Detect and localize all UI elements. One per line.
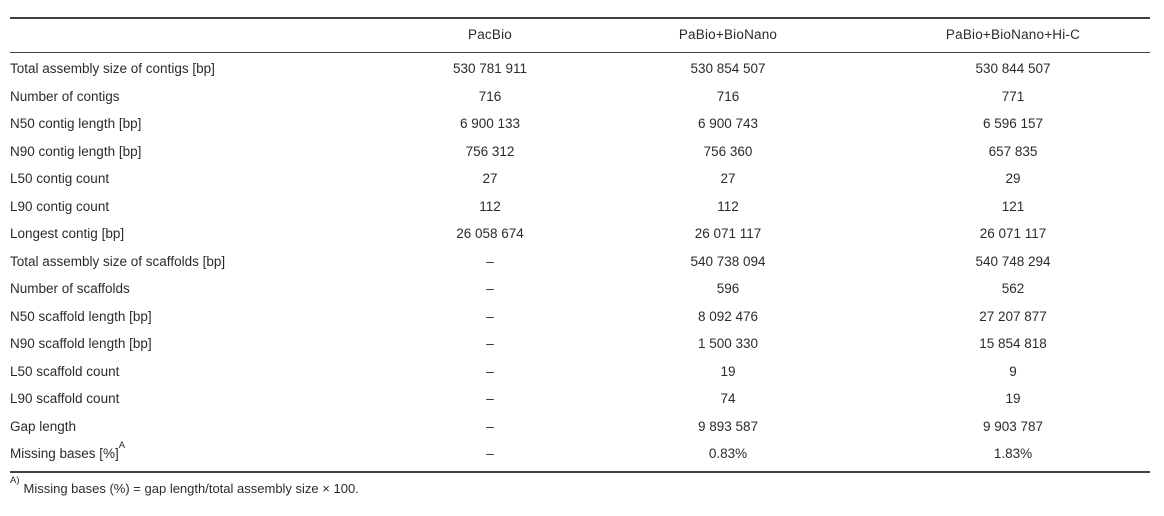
table-row: Number of contigs 716 716 771 <box>10 83 1150 111</box>
cell-value: – <box>486 418 494 434</box>
row-label: N50 scaffold length [bp] <box>10 308 152 324</box>
cell-value: 27 <box>720 171 736 186</box>
row-label: L50 scaffold count <box>10 363 120 379</box>
cell-value: 6 596 157 <box>982 116 1044 131</box>
cell-value: 26 071 117 <box>694 226 762 241</box>
cell-value: 9 <box>1009 363 1017 379</box>
row-label: N50 contig length [bp] <box>10 116 142 131</box>
cell-value: 530 854 507 <box>690 61 766 76</box>
cell-value: 716 <box>478 88 502 104</box>
row-label: N90 scaffold length [bp] <box>10 336 152 351</box>
cell-value: 716 <box>716 88 740 104</box>
table-row: Missing bases [%]A – 0.83% 1.83% <box>10 440 1150 472</box>
cell-value: 19 <box>1005 391 1021 406</box>
cell-value: 6 900 133 <box>459 116 521 131</box>
cell-value: 112 <box>479 198 501 214</box>
cell-value: 121 <box>1001 198 1025 214</box>
cell-value: 540 738 094 <box>690 253 766 269</box>
header-row: PacBio PaBio+BioNano PaBio+BioNano+Hi-C <box>10 18 1150 53</box>
table-row: Longest contig [bp] 26 058 674 26 071 117 2… <box>10 220 1150 248</box>
table-footnote: A)Missing bases (%) = gap length/total a… <box>10 476 359 497</box>
cell-value: 6 900 743 <box>697 116 759 131</box>
cell-value: 9 893 587 <box>697 418 759 434</box>
row-label: Total assembly size of scaffolds [bp] <box>10 253 226 269</box>
cell-value: 0.83% <box>708 446 748 461</box>
footnote-marker-ref: A <box>118 440 126 452</box>
assembly-stats-table: PacBio PaBio+BioNano PaBio+BioNano+Hi-C … <box>10 17 1150 473</box>
cell-value: 112 <box>717 198 739 214</box>
row-label: Number of contigs <box>10 88 120 104</box>
cell-value: 540 748 294 <box>975 253 1051 269</box>
cell-value: 19 <box>720 363 736 379</box>
cell-value: 29 <box>1005 171 1021 186</box>
cell-value: – <box>486 281 494 296</box>
cell-value: 530 781 911 <box>452 61 528 76</box>
cell-value: – <box>486 391 494 406</box>
table-body: Total assembly size of contigs [bp] 530 7… <box>10 53 1150 472</box>
table-row: N50 contig length [bp] 6 900 133 6 900 743… <box>10 110 1150 138</box>
cell-value: 26 058 674 <box>456 226 524 241</box>
column-header-pabio-bionano-hic: PaBio+BioNano+Hi-C <box>850 18 1150 53</box>
cell-value: 1.83% <box>993 446 1033 461</box>
cell-value: 657 835 <box>988 143 1038 159</box>
cell-value: 562 <box>1001 281 1025 296</box>
row-label: L50 contig count <box>10 171 110 186</box>
cell-value: – <box>486 446 494 461</box>
table-row: L50 contig count 27 27 29 <box>10 165 1150 193</box>
table-row: N50 scaffold length [bp] – 8 092 476 27 207… <box>10 303 1150 331</box>
table-row: Gap length – 9 893 587 9 903 787 <box>10 413 1150 441</box>
cell-value: 27 207 877 <box>979 308 1047 324</box>
column-header-empty <box>10 18 374 53</box>
table-row: L90 contig count 112 112 121 <box>10 193 1150 221</box>
cell-value: 756 312 <box>465 143 515 159</box>
cell-value: 15 854 818 <box>979 336 1047 351</box>
cell-value: 1 500 330 <box>697 336 759 351</box>
cell-value: – <box>486 336 494 351</box>
column-header-pacbio: PacBio <box>374 18 606 53</box>
cell-value: – <box>486 253 494 269</box>
table-row: N90 scaffold length [bp] – 1 500 330 15 854… <box>10 330 1150 358</box>
footnote-marker: A) <box>10 475 20 487</box>
cell-value: 26 071 117 <box>979 226 1047 241</box>
table-row: Total assembly size of scaffolds [bp] – 54… <box>10 248 1150 276</box>
row-label: Longest contig [bp] <box>10 226 125 241</box>
row-label: L90 contig count <box>10 198 110 214</box>
table-header: PacBio PaBio+BioNano PaBio+BioNano+Hi-C <box>10 18 1150 53</box>
table-row: L90 scaffold count – 74 19 <box>10 385 1150 413</box>
cell-value: – <box>486 363 494 379</box>
cell-value: 27 <box>482 171 498 186</box>
cell-value: 771 <box>1001 88 1025 104</box>
row-label: L90 scaffold count <box>10 391 120 406</box>
cell-value: – <box>486 308 494 324</box>
cell-value: 74 <box>720 391 736 406</box>
row-label: Missing bases [%]A <box>10 440 126 461</box>
row-label: Total assembly size of contigs [bp] <box>10 61 215 76</box>
cell-value: 596 <box>716 281 740 296</box>
table-row: N90 contig length [bp] 756 312 756 360 657 … <box>10 138 1150 166</box>
row-label: N90 contig length [bp] <box>10 143 142 159</box>
table-row: L50 scaffold count – 19 9 <box>10 358 1150 386</box>
row-label: Number of scaffolds <box>10 281 130 296</box>
cell-value: 9 903 787 <box>982 418 1044 434</box>
table-row: Total assembly size of contigs [bp] 530 7… <box>10 53 1150 83</box>
cell-value: 756 360 <box>703 143 753 159</box>
row-label: Gap length <box>10 418 77 434</box>
cell-value: 530 844 507 <box>975 61 1051 76</box>
footnote-text: Missing bases (%) = gap length/total ass… <box>23 481 359 496</box>
cell-value: 8 092 476 <box>697 308 759 324</box>
table-row: Number of scaffolds – 596 562 <box>10 275 1150 303</box>
column-header-pabio-bionano: PaBio+BioNano <box>606 18 850 53</box>
